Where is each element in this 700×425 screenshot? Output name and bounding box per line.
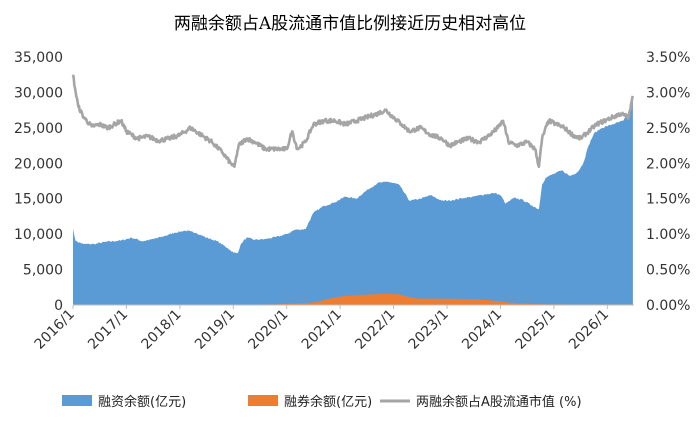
right-tick-label: 0.00%: [646, 298, 690, 314]
legend-label: 融资余额(亿元): [98, 394, 186, 410]
left-tick-label: 0: [54, 298, 63, 314]
left-tick-label: 35,000: [14, 50, 63, 66]
right-tick-label: 2.50%: [646, 121, 690, 137]
legend-swatch: [248, 395, 278, 406]
legend-label: 两融余额占A股流通市值 (%): [416, 394, 582, 410]
left-tick-label: 25,000: [14, 121, 63, 137]
x-tick-label: 2024/1: [459, 307, 505, 353]
series-layer: [71, 74, 635, 306]
right-tick-label: 1.50%: [646, 192, 690, 208]
left-axis-ticks: 0 5,000 10,000 15,000 20,000 25,000 30,000 35,0…: [14, 50, 63, 314]
left-tick-label: 5,000: [23, 263, 63, 279]
right-tick-label: 2.00%: [646, 156, 690, 172]
x-tick-label: 2017/1: [85, 307, 131, 353]
financing-balance-area: [73, 100, 633, 306]
margin-ratio-line: [71, 74, 635, 169]
x-tick-label: 2022/1: [352, 307, 398, 353]
left-tick-label: 15,000: [14, 192, 63, 208]
x-tick-label: 2025/1: [513, 307, 559, 353]
legend-swatch: [62, 395, 92, 406]
right-tick-label: 3.50%: [646, 50, 690, 66]
right-axis-ticks: 0.00% 0.50% 1.00% 1.50% 2.00% 2.50% 3.00% 3.50%: [646, 50, 690, 314]
chart-title: 两融余额占A股流通市值比例接近历史相对高位: [174, 14, 526, 34]
right-tick-label: 3.00%: [646, 85, 690, 101]
x-tick-label: 2026/1: [566, 307, 612, 353]
right-tick-label: 1.00%: [646, 227, 690, 243]
x-tick-label: 2020/1: [245, 307, 291, 353]
legend-label: 融券余额(亿元): [284, 394, 372, 410]
left-tick-label: 20,000: [14, 156, 63, 172]
x-tick-label: 2019/1: [192, 307, 238, 353]
x-tick-label: 2021/1: [299, 307, 345, 353]
plot-area: [71, 74, 635, 306]
x-tick-label: 2018/1: [139, 307, 185, 353]
left-tick-label: 30,000: [14, 85, 63, 101]
securities-lending-balance-area: [73, 293, 633, 305]
legend: 融资余额(亿元) 融券余额(亿元) 两融余额占A股流通市值 (%): [62, 394, 582, 410]
left-tick-label: 10,000: [14, 227, 63, 243]
x-tick-label: 2023/1: [406, 307, 452, 353]
x-axis-ticks: 2016/1 2017/1 2018/1 2019/1 2020/1 2021/1 2022…: [32, 305, 612, 353]
right-tick-label: 0.50%: [646, 263, 690, 279]
